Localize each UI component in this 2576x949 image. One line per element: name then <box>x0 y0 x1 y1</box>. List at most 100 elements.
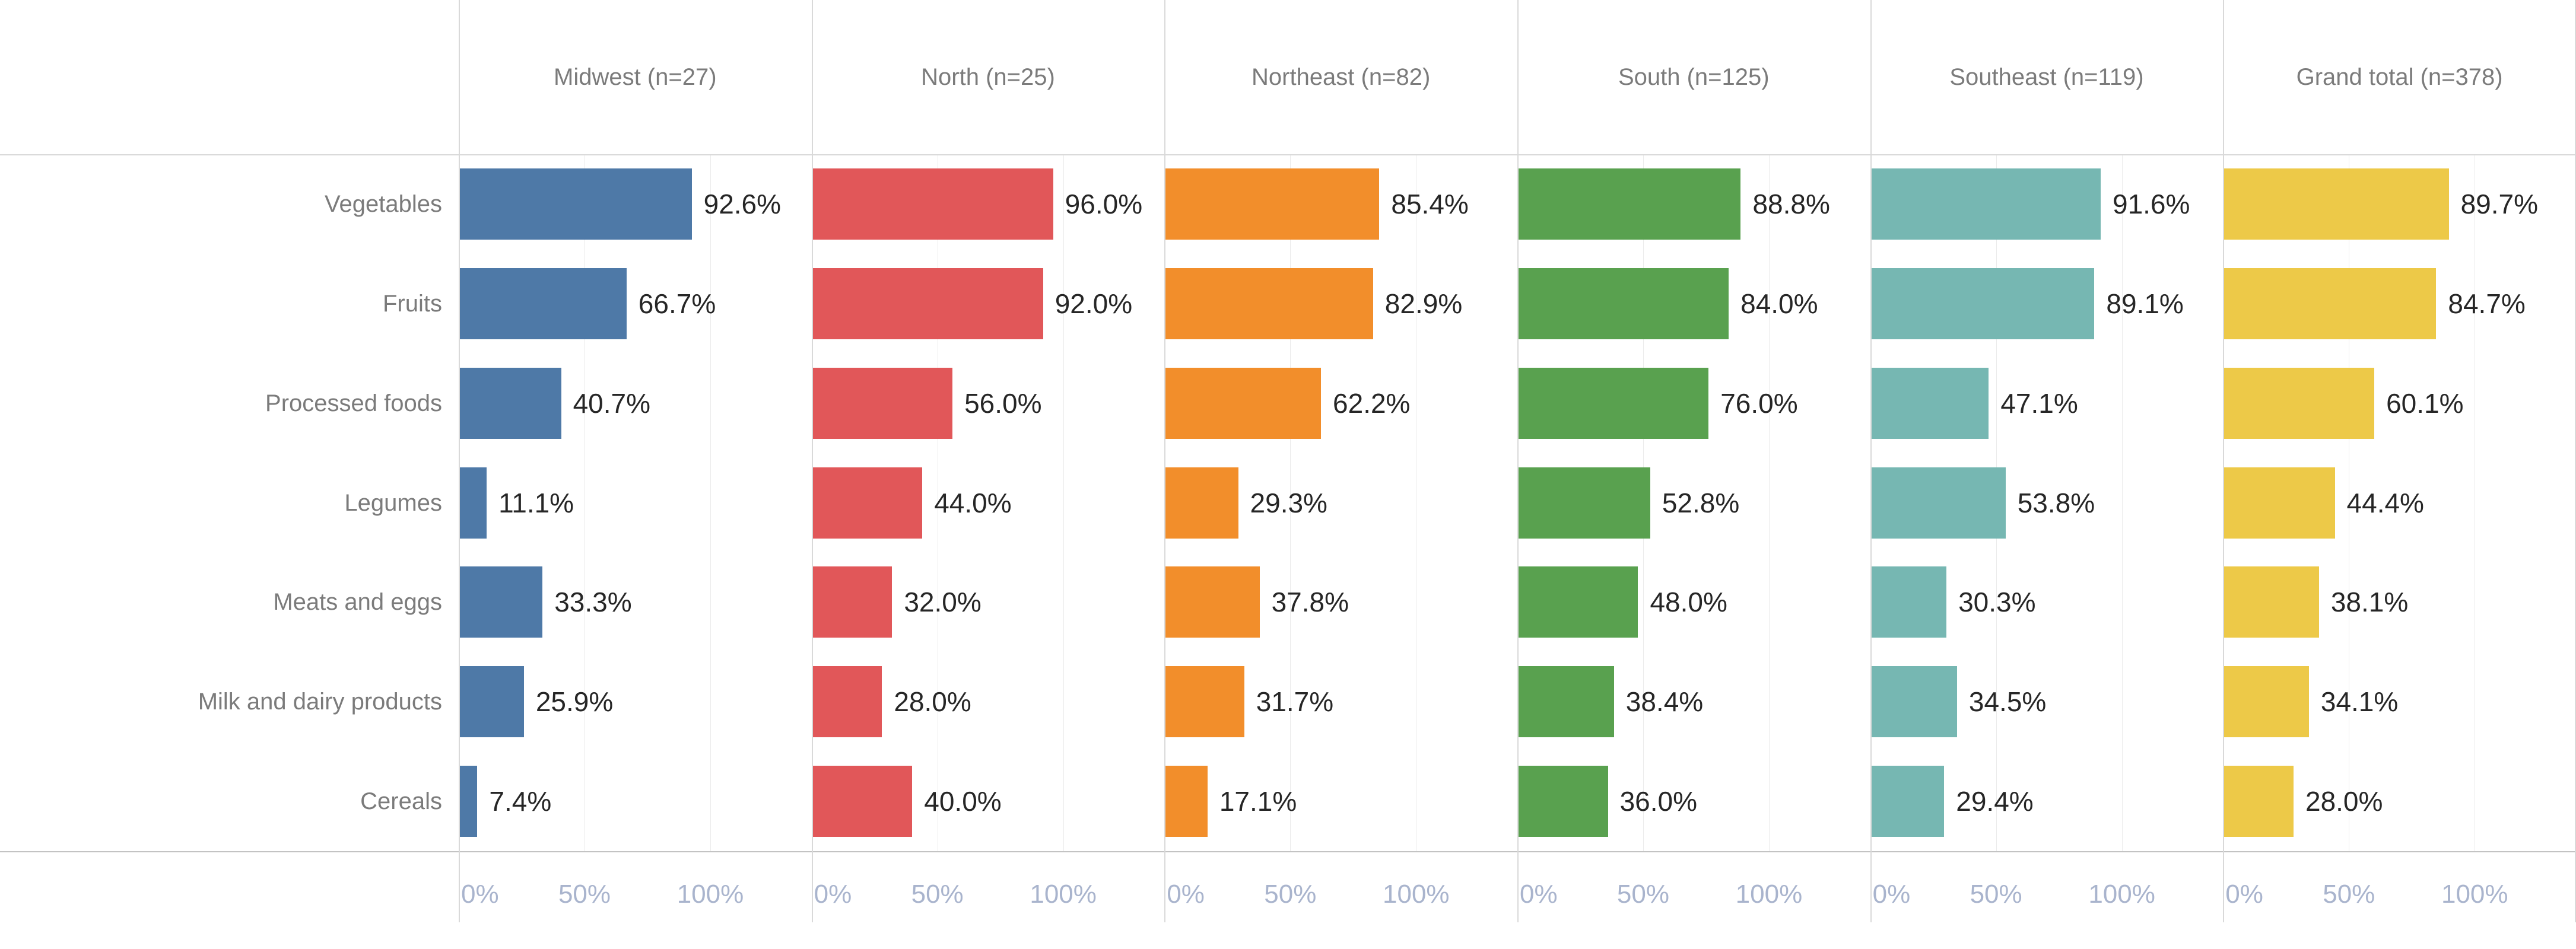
bar-value-label: 37.8% <box>1271 587 1349 618</box>
panel-separator <box>1164 0 1166 922</box>
bar-midwest-meats-and-eggs[interactable] <box>459 566 543 638</box>
bar-northeast-milk-and-dairy-products[interactable] <box>1164 666 1244 738</box>
x-axis-ticks: 0% 50% 100% <box>459 851 812 922</box>
bar-grand-total-milk-and-dairy-products[interactable] <box>2223 666 2309 738</box>
bar-row: 37.8% <box>1164 566 1517 638</box>
x-tick-label: 0% <box>1167 880 1205 909</box>
bar-midwest-processed-foods[interactable] <box>459 367 561 439</box>
panel-southeast: Southeast (n=119) 91.6% 89.1% 47.1% 53.8% 30.… <box>1870 0 2224 949</box>
bar-southeast-vegetables[interactable] <box>1870 168 2101 240</box>
panel-header: Grand total (n=378) <box>2296 63 2503 90</box>
bar-northeast-vegetables[interactable] <box>1164 168 1380 240</box>
x-tick-label: 100% <box>2441 880 2508 909</box>
bar-value-label: 96.0% <box>1065 188 1143 219</box>
bar-value-label: 34.1% <box>2320 686 2399 718</box>
panel-separator <box>459 0 460 922</box>
bar-value-label: 32.0% <box>904 587 982 618</box>
bar-south-vegetables[interactable] <box>1517 168 1741 240</box>
bar-northeast-processed-foods[interactable] <box>1164 367 1322 439</box>
bar-northeast-meats-and-eggs[interactable] <box>1164 566 1260 638</box>
bar-value-label: 28.0% <box>894 686 971 718</box>
bar-grand-total-vegetables[interactable] <box>2223 168 2449 240</box>
bar-value-label: 25.9% <box>535 686 614 718</box>
bar-midwest-cereals[interactable] <box>459 766 478 837</box>
bar-value-label: 29.4% <box>1956 786 2034 817</box>
bar-midwest-legumes[interactable] <box>459 467 487 539</box>
x-axis-ticks: 0% 50% 100% <box>812 851 1165 922</box>
gridline-100 <box>1063 154 1064 851</box>
bar-south-legumes[interactable] <box>1517 467 1650 539</box>
panel-separator <box>1517 0 1519 922</box>
gridline-100 <box>1768 154 1770 851</box>
gridline-100 <box>2121 154 2123 851</box>
row-label: Legumes <box>344 489 442 516</box>
bar-row: 48.0% <box>1517 566 1870 638</box>
bar-north-legumes[interactable] <box>811 467 923 539</box>
bar-value-label: 84.0% <box>1740 288 1818 319</box>
bar-value-label: 40.7% <box>573 387 650 419</box>
bar-value-label: 85.4% <box>1391 188 1469 219</box>
bar-midwest-fruits[interactable] <box>459 267 627 339</box>
x-tick-label: 0% <box>461 880 499 909</box>
bar-row: 85.4% <box>1164 168 1517 240</box>
x-tick-label: 50% <box>558 880 611 909</box>
bar-row: 76.0% <box>1517 367 1870 439</box>
bar-row: 30.3% <box>1870 566 2224 638</box>
bar-south-meats-and-eggs[interactable] <box>1517 566 1638 638</box>
bar-value-label: 11.1% <box>498 487 574 518</box>
bar-southeast-fruits[interactable] <box>1870 267 2095 339</box>
bar-value-label: 17.1% <box>1219 786 1297 817</box>
bar-north-processed-foods[interactable] <box>811 367 953 439</box>
x-tick-label: 0% <box>1519 880 1558 909</box>
bar-value-label: 91.6% <box>2112 188 2190 219</box>
bar-grand-total-cereals[interactable] <box>2223 766 2294 837</box>
gridline-100 <box>710 154 711 851</box>
bar-midwest-vegetables[interactable] <box>459 168 692 240</box>
bar-midwest-milk-and-dairy-products[interactable] <box>459 666 524 738</box>
bar-row: 44.0% <box>811 467 1165 539</box>
row-label: Fruits <box>383 290 442 317</box>
bar-value-label: 56.0% <box>964 387 1042 419</box>
bar-south-cereals[interactable] <box>1517 766 1608 837</box>
bar-southeast-meats-and-eggs[interactable] <box>1870 566 1947 638</box>
bar-grand-total-meats-and-eggs[interactable] <box>2223 566 2319 638</box>
bar-southeast-processed-foods[interactable] <box>1870 367 1989 439</box>
panel-plot-area: 89.7% 84.7% 60.1% 44.4% 38.1% 34.1% 28.0% <box>2223 154 2576 851</box>
bar-value-label: 89.1% <box>2106 288 2184 319</box>
panel-separator <box>2223 0 2225 922</box>
bar-row: 32.0% <box>811 566 1165 638</box>
bar-southeast-legumes[interactable] <box>1870 467 2006 539</box>
bar-north-fruits[interactable] <box>811 267 1043 339</box>
panel-separator <box>811 0 813 922</box>
bar-row: 38.4% <box>1517 666 1870 738</box>
bar-northeast-legumes[interactable] <box>1164 467 1238 539</box>
bar-south-milk-and-dairy-products[interactable] <box>1517 666 1614 738</box>
bar-north-cereals[interactable] <box>811 766 913 837</box>
bar-value-label: 92.0% <box>1054 288 1133 319</box>
bar-value-label: 28.0% <box>2305 786 2383 817</box>
bar-north-milk-and-dairy-products[interactable] <box>811 666 882 738</box>
row-label: Processed foods <box>265 390 442 416</box>
bar-row: 91.6% <box>1870 168 2224 240</box>
bar-value-label: 92.6% <box>703 188 782 219</box>
bar-value-label: 60.1% <box>2386 387 2464 419</box>
bar-value-label: 44.4% <box>2346 487 2424 518</box>
x-tick-label: 50% <box>1616 880 1669 909</box>
panel-header: North (n=25) <box>921 63 1055 90</box>
bar-southeast-milk-and-dairy-products[interactable] <box>1870 666 1957 738</box>
bar-northeast-cereals[interactable] <box>1164 766 1208 837</box>
x-axis-ticks: 0% 50% 100% <box>1517 851 1870 922</box>
bar-north-vegetables[interactable] <box>811 168 1053 240</box>
panel-plot-area: 91.6% 89.1% 47.1% 53.8% 30.3% 34.5% 29.4% <box>1870 154 2224 851</box>
bar-south-fruits[interactable] <box>1517 267 1729 339</box>
bar-grand-total-fruits[interactable] <box>2223 267 2437 339</box>
bar-north-meats-and-eggs[interactable] <box>811 566 892 638</box>
bar-southeast-cereals[interactable] <box>1870 766 1945 837</box>
bar-northeast-fruits[interactable] <box>1164 267 1373 339</box>
bar-row: 44.4% <box>2223 467 2576 539</box>
bar-south-processed-foods[interactable] <box>1517 367 1709 439</box>
bar-row: 36.0% <box>1517 766 1870 837</box>
panel-plot-area: 85.4% 82.9% 62.2% 29.3% 37.8% 31.7% 17.1% <box>1164 154 1517 851</box>
bar-grand-total-legumes[interactable] <box>2223 467 2335 539</box>
bar-grand-total-processed-foods[interactable] <box>2223 367 2375 439</box>
